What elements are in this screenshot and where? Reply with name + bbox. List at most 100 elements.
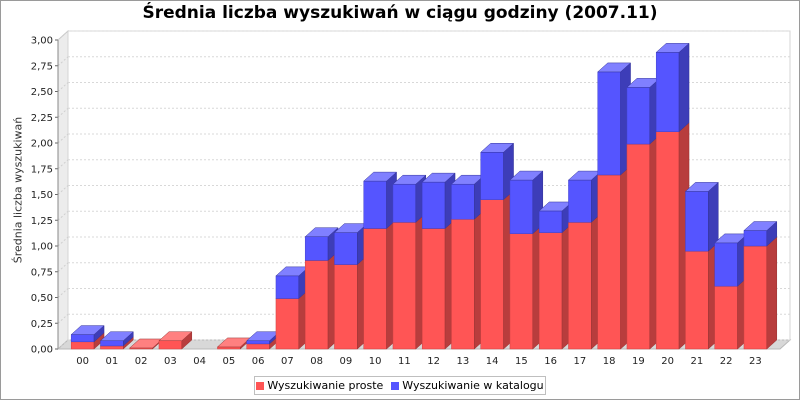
bar-13-series-0 xyxy=(451,218,475,350)
bar-22-series-0 xyxy=(714,285,738,350)
bar-11-series-1 xyxy=(392,183,417,223)
bar-top-00-series-1 xyxy=(70,325,105,335)
bar-05-series-0 xyxy=(217,346,241,350)
chart-title: Średnia liczba wyszukiwań w ciągu godzin… xyxy=(142,3,658,23)
y-tick-label: 0,75 xyxy=(31,267,53,278)
x-tick-label: 00 xyxy=(76,356,89,367)
y-tick-label: 2,50 xyxy=(31,87,53,98)
bar-22-series-1 xyxy=(714,242,738,287)
x-tick-label: 18 xyxy=(603,356,616,367)
y-tick-label: 2,00 xyxy=(31,139,53,150)
x-tick-label: 20 xyxy=(661,356,674,367)
bar-03-series-0 xyxy=(158,340,183,350)
bar-07-series-0 xyxy=(275,298,300,350)
x-tick-label: 17 xyxy=(574,356,587,367)
bar-top-20-series-1 xyxy=(655,43,690,53)
bar-00-series-1 xyxy=(70,334,95,343)
y-tick-label: 2,75 xyxy=(31,61,53,72)
y-tick-label: 1,25 xyxy=(31,216,53,227)
legend-item-proste: Wyszukiwanie proste xyxy=(256,379,383,392)
bar-12-series-0 xyxy=(421,228,446,350)
legend-swatch-katalog xyxy=(391,381,400,390)
bar-top-15-series-1 xyxy=(509,170,544,181)
bar-16-series-0 xyxy=(538,232,563,350)
bar-23-series-0 xyxy=(743,245,768,350)
legend: Wyszukiwanie proste Wyszukiwanie w katal… xyxy=(254,376,546,395)
bar-side-23-series-0 xyxy=(766,236,778,350)
bar-21-series-0 xyxy=(685,250,709,350)
x-tick-label: 12 xyxy=(427,356,440,367)
y-tick-label: 0,50 xyxy=(31,293,53,304)
y-tick-label: 0,00 xyxy=(31,345,53,356)
bar-14-series-0 xyxy=(480,199,504,350)
x-tick-label: 23 xyxy=(749,356,762,367)
bar-side-20-series-1 xyxy=(678,42,690,133)
bar-06-series-1 xyxy=(246,340,270,345)
x-tick-label: 06 xyxy=(252,356,265,367)
bar-top-01-series-1 xyxy=(99,331,134,342)
bar-01-series-0 xyxy=(100,345,124,350)
bar-08-series-1 xyxy=(304,236,329,261)
x-tick-label: 11 xyxy=(398,356,411,367)
bar-17-series-1 xyxy=(568,179,592,223)
bar-09-series-1 xyxy=(334,232,358,265)
x-tick-label: 05 xyxy=(223,356,236,367)
bar-top-10-series-1 xyxy=(363,171,398,182)
x-tick-label: 13 xyxy=(457,356,470,367)
x-tick-label: 19 xyxy=(632,356,645,367)
y-tick-label: 1,50 xyxy=(31,190,53,201)
bar-10-series-1 xyxy=(363,180,387,229)
x-tick-label: 16 xyxy=(544,356,557,367)
x-tick-label: 10 xyxy=(369,356,382,367)
x-tick-label: 03 xyxy=(164,356,177,367)
bar-08-series-0 xyxy=(304,260,329,350)
bar-top-21-series-1 xyxy=(684,182,719,192)
x-tick-label: 02 xyxy=(135,356,148,367)
x-tick-label: 07 xyxy=(281,356,294,367)
bar-15-series-0 xyxy=(509,233,534,350)
x-tick-label: 15 xyxy=(515,356,528,367)
y-tick-label: 1,00 xyxy=(31,242,53,253)
x-tick-label: 14 xyxy=(486,356,499,367)
bar-top-18-series-1 xyxy=(597,62,632,73)
bar-top-23-series-1 xyxy=(743,221,778,231)
bar-19-series-1 xyxy=(626,87,651,145)
bar-10-series-0 xyxy=(363,228,387,350)
bar-top-14-series-1 xyxy=(480,143,515,153)
bar-18-series-0 xyxy=(597,174,621,350)
bar-23-series-1 xyxy=(743,230,768,247)
y-tick-label: 0,25 xyxy=(31,319,53,330)
y-tick-label: 3,00 xyxy=(31,36,53,47)
bar-11-series-0 xyxy=(392,222,417,350)
bar-01-series-1 xyxy=(100,340,124,347)
x-tick-label: 04 xyxy=(193,356,206,367)
bar-15-series-1 xyxy=(509,179,534,234)
x-tick-label: 22 xyxy=(720,356,733,367)
legend-label-proste: Wyszukiwanie proste xyxy=(267,379,384,392)
left-wall xyxy=(57,29,69,351)
legend-label-katalog: Wyszukiwanie w katalogu xyxy=(402,379,544,392)
bar-19-series-0 xyxy=(626,143,651,350)
bar-18-series-1 xyxy=(597,71,621,176)
bar-20-series-0 xyxy=(655,131,680,350)
bar-12-series-1 xyxy=(421,181,446,229)
bar-20-series-1 xyxy=(655,52,680,132)
bar-top-08-series-1 xyxy=(304,227,339,237)
x-tick-label: 08 xyxy=(310,356,323,367)
bar-21-series-1 xyxy=(685,191,709,252)
y-tick-label: 2,25 xyxy=(31,113,53,124)
bar-17-series-0 xyxy=(568,222,592,350)
y-tick-label: 1,75 xyxy=(31,164,53,175)
x-tick-label: 01 xyxy=(106,356,119,367)
bar-16-series-1 xyxy=(538,210,563,233)
bar-00-series-0 xyxy=(70,341,95,350)
bar-09-series-0 xyxy=(334,264,358,350)
bar-07-series-1 xyxy=(275,275,300,299)
bar-top-12-series-1 xyxy=(421,172,456,183)
bar-top-11-series-1 xyxy=(392,174,427,185)
x-tick-label: 09 xyxy=(340,356,353,367)
bar-14-series-1 xyxy=(480,152,504,200)
bar-06-series-0 xyxy=(246,343,270,350)
bar-top-03-series-0 xyxy=(158,331,193,342)
